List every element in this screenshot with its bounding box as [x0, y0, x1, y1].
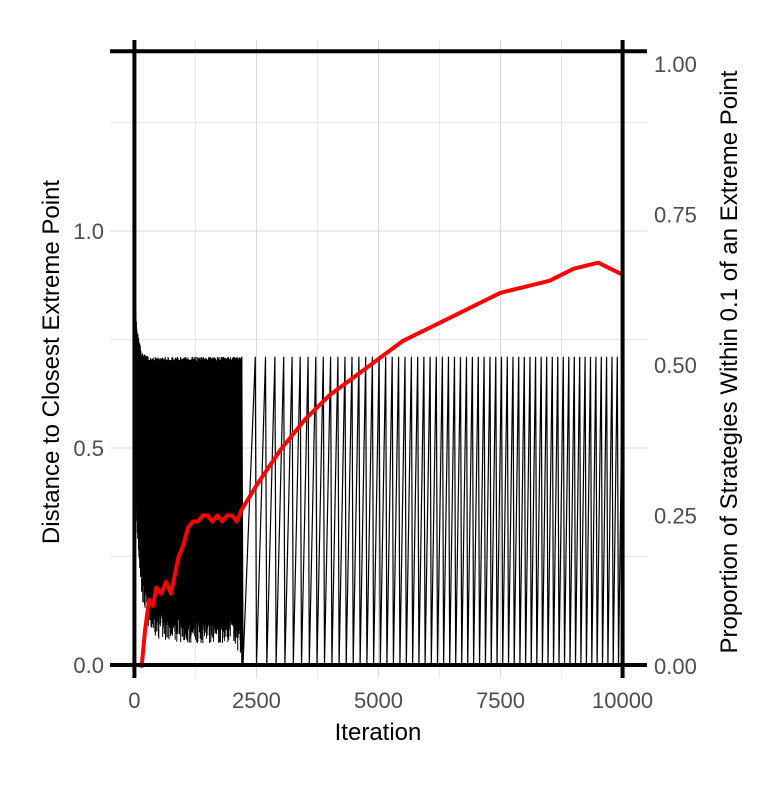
y-tick-label-left: 0.0	[73, 653, 104, 678]
proportion-series	[139, 260, 625, 668]
y-tick-label-right: 0.25	[654, 503, 697, 528]
y-tick-label-right: 0.75	[654, 203, 697, 228]
y-tick-label-left: 0.5	[73, 436, 104, 461]
proportion-line	[139, 260, 625, 668]
x-tick-label: 10000	[592, 688, 653, 713]
y-tick-label-left: 1.0	[73, 219, 104, 244]
x-tick-label: 2500	[232, 688, 281, 713]
distance-line-spikes	[241, 356, 625, 666]
y-axis-title-right: Proportion of Strategies Within 0.1 of a…	[716, 70, 743, 653]
tick-labels: 0 2500 5000 7500 10000 0.0 0.5 1.0 0.00 0.25 0.50 0…	[73, 52, 696, 713]
distance-line-dense	[133, 282, 243, 653]
y-tick-label-right: 1.00	[654, 52, 697, 77]
y-tick-label-right: 0.50	[654, 353, 697, 378]
x-tick-label: 0	[128, 688, 140, 713]
distance-series	[133, 282, 625, 666]
x-tick-label: 5000	[354, 688, 403, 713]
x-axis-title: Iteration	[335, 719, 422, 746]
y-tick-label-right: 0.00	[654, 654, 697, 679]
x-tick-label: 7500	[476, 688, 525, 713]
reference-lines	[110, 40, 647, 678]
y-axis-title-left: Distance to Closest Extreme Point	[38, 180, 65, 544]
